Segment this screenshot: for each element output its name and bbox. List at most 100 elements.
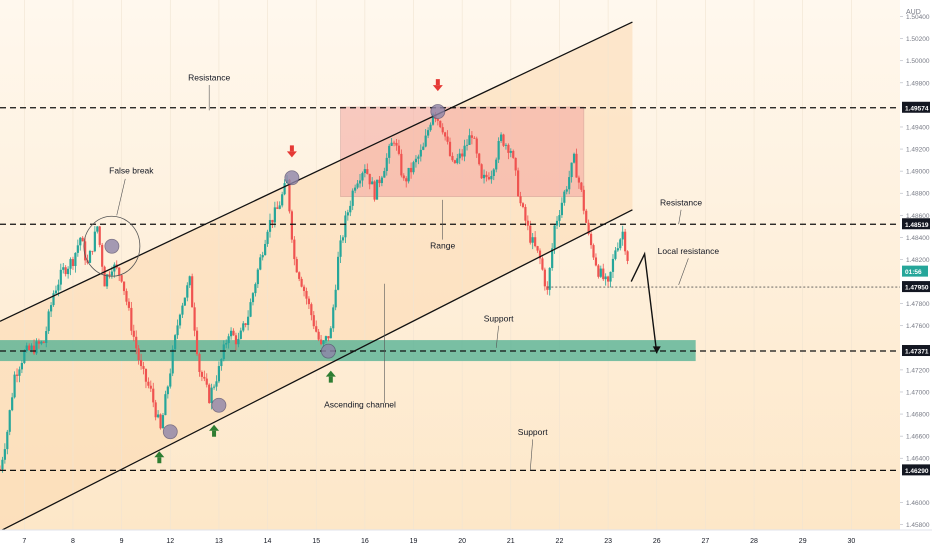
candle: [293, 236, 296, 266]
candle: [451, 152, 454, 162]
x-tick: 12: [166, 538, 174, 545]
false-break-ring: [83, 215, 141, 277]
candle: [614, 246, 617, 261]
candle: [589, 229, 593, 249]
price-candles: [0, 112, 629, 473]
svg-text:27: 27: [702, 538, 710, 545]
candle: [212, 384, 216, 390]
x-tick: 7: [22, 538, 26, 545]
svg-text:30: 30: [847, 538, 855, 545]
candle: [534, 231, 537, 248]
svg-text:1.49200: 1.49200: [906, 147, 930, 154]
candle: [363, 164, 366, 178]
candle: [509, 148, 512, 158]
channel-upper-line: [0, 21, 633, 322]
red-down-arrow: [432, 79, 443, 92]
candle: [507, 143, 510, 160]
candle: [229, 327, 233, 340]
candle: [47, 309, 50, 334]
candle: [310, 302, 313, 321]
y-tick: 1.48600: [900, 213, 930, 220]
candle: [558, 209, 561, 227]
candle: [315, 320, 318, 333]
candle: [312, 311, 315, 330]
candle: [62, 263, 65, 274]
svg-text:Resistance: Resistance: [188, 73, 230, 83]
x-tick: 13: [215, 538, 223, 545]
candle: [453, 159, 456, 164]
candle: [446, 130, 449, 145]
candle: [164, 390, 167, 416]
candle: [49, 302, 53, 317]
price-axis[interactable]: AUD 1.50400 1.50200 1.50000 1.49800 1.49400 1…: [900, 0, 932, 550]
candle: [139, 353, 143, 370]
candle: [470, 131, 473, 145]
candle: [519, 191, 522, 207]
annotation-leader: [529, 439, 534, 471]
candle: [256, 268, 259, 288]
candle: [242, 321, 245, 333]
candle: [319, 334, 323, 346]
candle: [575, 148, 578, 178]
candle: [317, 328, 320, 342]
candle: [514, 157, 517, 176]
svg-text:12: 12: [166, 538, 174, 545]
y-tick: 1.50200: [900, 36, 930, 43]
candle: [526, 215, 529, 231]
candle: [405, 176, 408, 188]
candle: [585, 208, 588, 224]
candle: [354, 184, 357, 194]
candle: [480, 163, 483, 180]
touch-point-marker: [284, 170, 300, 186]
annotation-label: Support: [518, 427, 548, 437]
candle: [368, 173, 371, 190]
candle: [220, 358, 223, 371]
candle: [502, 133, 505, 147]
y-tick: 1.46800: [900, 412, 930, 419]
svg-text:28: 28: [750, 538, 758, 545]
channel-lower-line: [0, 209, 633, 532]
candle: [492, 168, 495, 181]
candle: [337, 251, 340, 291]
svg-text:1.47950: 1.47950: [905, 285, 929, 292]
svg-text:1.50000: 1.50000: [906, 58, 930, 65]
svg-text:Ascending channel: Ascending channel: [324, 399, 396, 409]
candle: [521, 202, 525, 209]
y-tick: 1.46400: [900, 456, 930, 463]
candle: [624, 228, 627, 255]
candle: [412, 160, 415, 175]
svg-text:26: 26: [653, 538, 661, 545]
candle: [626, 250, 629, 265]
annotation-label: Resistance: [660, 197, 702, 207]
x-tick: 19: [410, 538, 418, 545]
candle: [400, 149, 403, 178]
candle: [76, 239, 79, 257]
candle: [198, 352, 201, 377]
svg-text:20: 20: [458, 538, 466, 545]
candle: [329, 326, 332, 339]
candle: [339, 235, 342, 263]
x-tick: 20: [458, 538, 466, 545]
candle: [324, 335, 328, 344]
time-axis[interactable]: 7 8 9 12 13 14 15 16 19 20 21 22 23 26 27 28 29 30: [0, 529, 932, 550]
candle: [441, 123, 444, 135]
svg-text:1.48200: 1.48200: [906, 257, 930, 264]
candle: [609, 271, 612, 288]
candle: [572, 152, 576, 164]
green-up-arrow: [154, 451, 165, 464]
candle: [570, 162, 573, 183]
candle: [295, 256, 298, 273]
candle: [264, 239, 267, 256]
x-tick: 9: [120, 538, 124, 545]
candle: [120, 274, 123, 283]
candle: [419, 144, 422, 162]
y-tick: 1.50400: [900, 14, 930, 21]
candle: [395, 139, 398, 151]
candle: [499, 132, 503, 143]
annotation-label: False break: [109, 165, 154, 175]
candle: [278, 201, 281, 210]
candle: [475, 136, 478, 158]
candle: [366, 163, 369, 175]
svg-text:1.50200: 1.50200: [906, 36, 930, 43]
candle: [6, 429, 9, 455]
